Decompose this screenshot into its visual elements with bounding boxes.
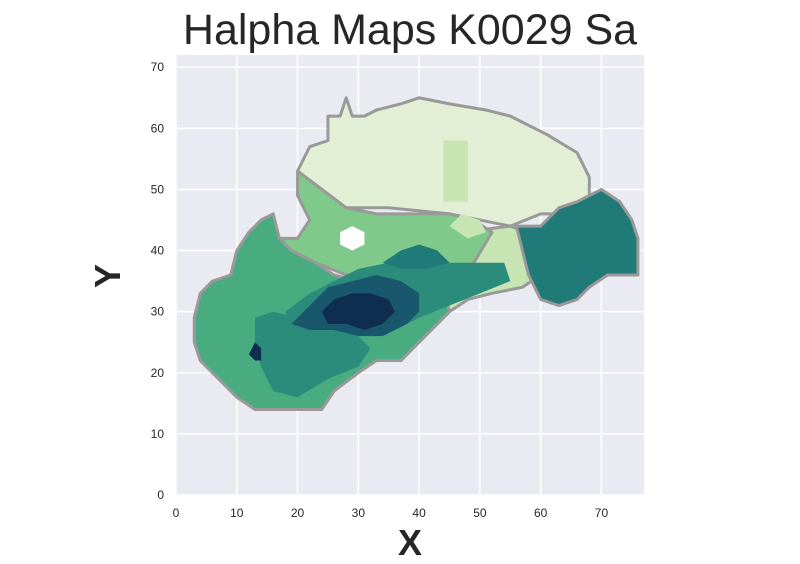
region-core-spot bbox=[248, 342, 262, 361]
x-tick-label: 20 bbox=[291, 506, 305, 520]
y-tick-label: 0 bbox=[157, 488, 164, 502]
y-tick-label: 20 bbox=[151, 366, 165, 380]
x-tick-label: 60 bbox=[534, 506, 548, 520]
y-tick-label: 10 bbox=[151, 427, 165, 441]
x-tick-label: 0 bbox=[173, 506, 180, 520]
region-mid-dark-streak bbox=[382, 244, 450, 269]
heatmap-regions bbox=[192, 96, 640, 411]
x-tick-label: 10 bbox=[230, 506, 244, 520]
x-tick-label: 40 bbox=[412, 506, 426, 520]
region-white-spot bbox=[340, 226, 365, 251]
region-core-inner bbox=[321, 293, 395, 330]
region-pale-patch bbox=[449, 213, 486, 239]
x-tick-labels: 0 10 20 30 40 50 60 70 bbox=[173, 506, 609, 520]
y-tick-label: 70 bbox=[151, 60, 165, 74]
region-right-dark-arm bbox=[514, 187, 640, 308]
y-tick-label: 50 bbox=[151, 182, 165, 196]
chart-title: Halpha Maps K0029 Sa bbox=[182, 6, 638, 54]
region-pale-top-square bbox=[443, 140, 468, 202]
region-lower-left-band bbox=[255, 311, 371, 398]
y-tick-labels: 0 10 20 30 40 50 60 70 bbox=[151, 60, 165, 502]
y-tick-label: 60 bbox=[151, 121, 165, 135]
x-tick-label: 50 bbox=[473, 506, 487, 520]
y-tick-label: 40 bbox=[151, 244, 165, 258]
x-tick-label: 30 bbox=[352, 506, 366, 520]
y-tick-label: 30 bbox=[151, 305, 165, 319]
heatmap-chart: 0 10 20 30 40 50 60 70 0 10 20 30 40 50 60 70 bbox=[151, 55, 644, 520]
x-tick-label: 70 bbox=[595, 506, 609, 520]
